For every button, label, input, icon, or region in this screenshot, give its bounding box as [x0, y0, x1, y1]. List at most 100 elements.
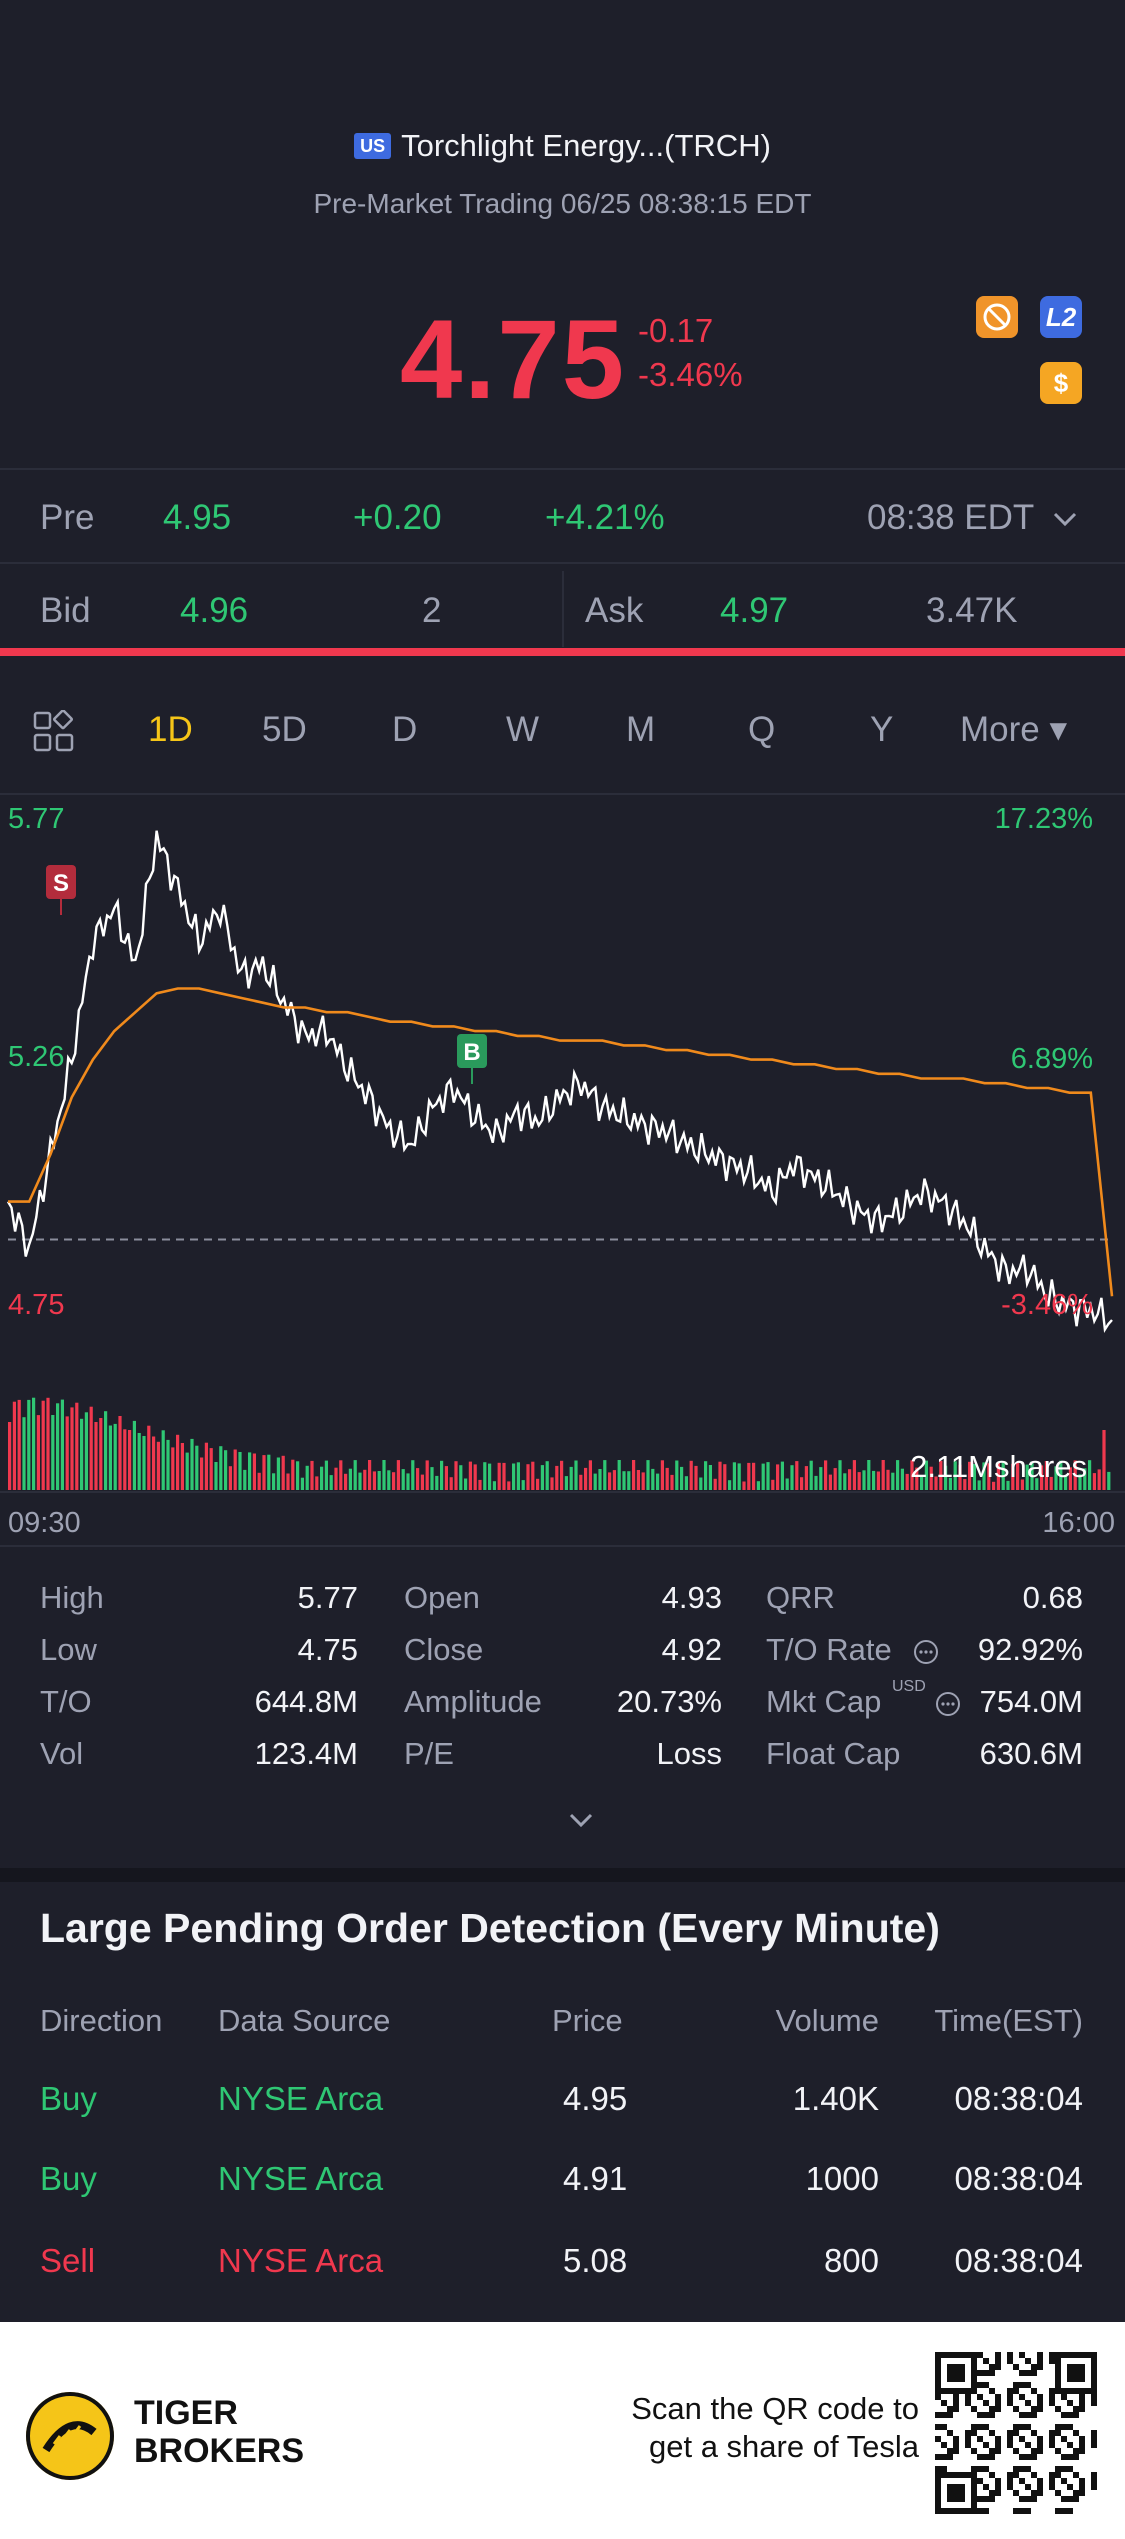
volume-bar [353, 1460, 357, 1490]
volume-bar [924, 1460, 928, 1490]
volume-bar [584, 1467, 588, 1490]
sell-marker[interactable]: S [46, 865, 76, 915]
volume-bar [819, 1467, 823, 1490]
stat-label: Low [40, 1632, 97, 1667]
volume-bar [75, 1402, 79, 1490]
volume-bar [953, 1461, 957, 1490]
volume-bar [286, 1473, 290, 1490]
volume-bar [1001, 1462, 1005, 1490]
volume-bar [89, 1406, 93, 1490]
volume-bar [358, 1472, 362, 1490]
buy-marker[interactable]: B [457, 1034, 487, 1084]
level2-icon[interactable]: L2 [1040, 296, 1082, 338]
volume-bar [896, 1460, 900, 1490]
stock-title[interactable]: US Torchlight Energy...(TRCH) [0, 128, 1125, 164]
volume-bar [675, 1460, 679, 1490]
volume-bar [473, 1464, 477, 1490]
volume-bar [718, 1461, 722, 1490]
volume-bar [281, 1455, 285, 1490]
volume-bar [440, 1460, 444, 1490]
volume-bar [982, 1462, 986, 1490]
volume-bar [214, 1462, 218, 1490]
volume-bar [1064, 1475, 1068, 1490]
volume-bar [272, 1473, 276, 1490]
expand-chevron-icon[interactable] [565, 1810, 597, 1830]
volume-bar [128, 1430, 132, 1490]
volume-bar [1083, 1468, 1087, 1490]
stat-label: High [40, 1580, 104, 1615]
volume-bar [689, 1460, 693, 1490]
premarket-row: Pre 4.95 +0.20 +4.21% 08:38 EDT [0, 470, 1125, 562]
volume-bar [579, 1474, 583, 1490]
volume-bar [804, 1466, 808, 1490]
volume-bar [545, 1461, 549, 1490]
pre-time-selector[interactable]: 08:38 EDT [867, 498, 1079, 538]
volume-bar [1011, 1463, 1015, 1490]
qr-code-icon[interactable] [935, 2352, 1097, 2514]
volume-bar [411, 1460, 415, 1490]
volume-bar [1068, 1467, 1072, 1490]
stat-value: 20.73% [616, 1684, 722, 1719]
volume-bar [540, 1465, 544, 1490]
info-icon[interactable] [934, 1690, 962, 1718]
svg-text:B: B [463, 1039, 480, 1066]
grid-layout-icon[interactable] [32, 709, 76, 763]
volume-bar [8, 1422, 12, 1490]
volume-bar [488, 1463, 492, 1490]
tab-5d[interactable]: 5D [262, 710, 307, 749]
volume-bar [320, 1466, 324, 1490]
volume-bar [944, 1465, 948, 1490]
volume-bar [800, 1477, 804, 1490]
info-icon[interactable] [912, 1638, 940, 1666]
dollar-icon[interactable]: $ [1040, 362, 1082, 404]
no-trade-icon[interactable] [976, 296, 1018, 338]
pre-price: 4.95 [163, 498, 232, 537]
direction-cell: Sell [40, 2242, 96, 2279]
volume-bar [84, 1412, 88, 1490]
y-low-label: 4.75 [8, 1289, 65, 1321]
volume-bar [708, 1465, 712, 1490]
volume-bar [1073, 1460, 1077, 1490]
volume-bar [324, 1460, 328, 1490]
stat-label: Float Cap [766, 1736, 901, 1771]
volume-bar [848, 1469, 852, 1490]
stat-value: 644.8M [254, 1684, 358, 1719]
source-cell: NYSE Arca [218, 2160, 384, 2197]
volume-bar [867, 1460, 871, 1490]
volume-bar [1102, 1430, 1106, 1490]
volume-bar [987, 1463, 991, 1490]
volume-bar [454, 1461, 458, 1490]
volume-bar [257, 1472, 261, 1490]
tab-m[interactable]: M [626, 710, 656, 749]
tab-w[interactable]: W [506, 710, 540, 749]
tab-y[interactable]: Y [870, 710, 894, 749]
volume-bar [377, 1471, 381, 1490]
volume-bar [444, 1466, 448, 1490]
volume-bar [156, 1441, 160, 1490]
share-footer: TIGER BROKERS Scan the QR code to get a … [0, 2322, 1125, 2539]
brand-name: TIGER BROKERS [134, 2394, 304, 2470]
volume-bar [574, 1460, 578, 1490]
last-price: 4.75 [400, 297, 626, 422]
pre-change-pct: +4.21% [545, 498, 665, 537]
volume-bar [968, 1461, 972, 1490]
volume-bar [776, 1464, 780, 1490]
scan-line-2: get a share of Tesla [649, 2429, 919, 2464]
volume-bar [1035, 1478, 1039, 1490]
volume-bar [478, 1479, 482, 1490]
volume-bar [526, 1464, 530, 1490]
stat-label: QRR [766, 1580, 835, 1615]
volume-bar [204, 1442, 208, 1490]
tab-d[interactable]: D [392, 710, 418, 749]
tiger-logo-icon [26, 2392, 114, 2480]
bid-label: Bid [40, 591, 91, 630]
volume-bar [147, 1425, 151, 1490]
stat-value: 0.68 [1022, 1580, 1083, 1615]
tab-1d[interactable]: 1D [148, 710, 193, 749]
volume-bar [464, 1478, 468, 1490]
brand-line-2: BROKERS [134, 2432, 305, 2470]
bid-ask-row[interactable]: Bid 4.96 2 Ask 4.97 3.47K [0, 563, 1125, 655]
tab-q[interactable]: Q [748, 710, 776, 749]
tab-more[interactable]: More ▾ [960, 710, 1068, 749]
